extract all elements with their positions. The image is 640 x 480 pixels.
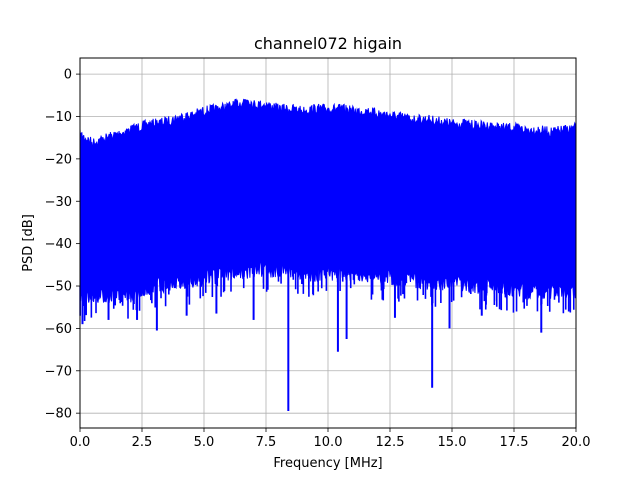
x-tick-label: 10.0 [314,435,343,450]
x-tick-label: 12.5 [376,435,405,450]
y-tick-label: 0 [64,68,72,83]
x-tick-label: 15.0 [438,435,467,450]
plot-area [79,98,577,412]
y-tick-label: −80 [45,407,72,422]
y-tick-label: −10 [45,110,72,125]
x-tick-label: 20.0 [562,435,591,450]
x-axis-ticks: 0.0 2.5 5.0 7.5 10.0 12.5 15.0 17.5 20.0 [70,428,591,450]
y-tick-label: −40 [45,237,72,252]
psd-series-spikes [79,256,575,321]
y-tick-label: −60 [45,322,72,337]
x-tick-label: 2.5 [132,435,153,450]
y-tick-label: −70 [45,364,72,379]
x-tick-label: 17.5 [500,435,529,450]
x-tick-label: 7.5 [256,435,277,450]
y-axis-label: PSD [dB] [21,214,36,272]
x-tick-label: 0.0 [70,435,91,450]
y-tick-label: −30 [45,195,72,210]
y-tick-label: −50 [45,280,72,295]
x-axis-label: Frequency [MHz] [273,456,382,471]
y-axis-ticks: 0 −10 −20 −30 −40 −50 −60 −70 −80 [45,68,80,422]
chart-title: channel072 higain [254,34,402,53]
y-tick-label: −20 [45,152,72,167]
x-tick-label: 5.0 [194,435,215,450]
